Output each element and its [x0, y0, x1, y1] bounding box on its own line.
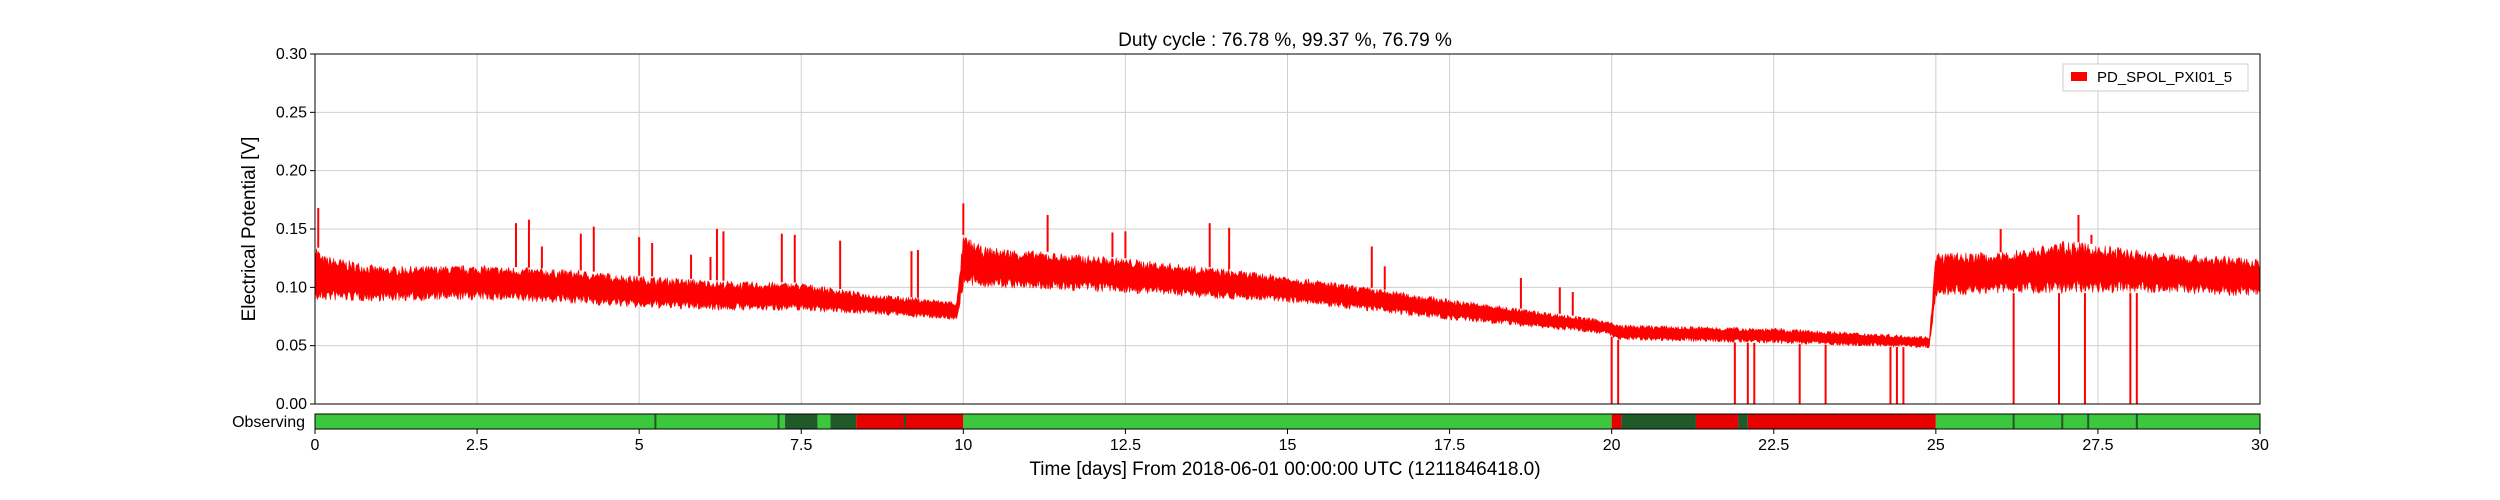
legend: PD_SPOL_PXI01_5: [2062, 63, 2249, 92]
y-axis-title: Electrical Potential [V]: [239, 137, 260, 322]
y-tick-label: 0.15: [276, 221, 307, 238]
x-tick-label: 2.5: [466, 437, 488, 454]
x-tick-label: 27.5: [2082, 437, 2113, 454]
segment-not-observing: [1611, 414, 1622, 429]
legend-label: PD_SPOL_PXI01_5: [2097, 69, 2232, 86]
segment-observing: [963, 414, 1612, 429]
y-tick-label: 0.10: [276, 279, 307, 296]
x-tick-label: 20: [1603, 437, 1621, 454]
segment-flagged: [1738, 414, 1748, 429]
x-tick-label: 7.5: [790, 437, 812, 454]
y-tick-label: 0.30: [276, 46, 307, 63]
x-tick-labels: 0 2.5 5 7.5 10 12.5 15 17.5 20 22.5 25 27.5 30: [311, 429, 2269, 454]
chart-title: Duty cycle : 76.78 %, 99.37 %, 76.79 %: [1118, 30, 1452, 51]
x-tick-label: 10: [954, 437, 972, 454]
x-tick-label: 12.5: [1110, 437, 1141, 454]
segment-not-observing: [1747, 414, 1936, 429]
segment-observing: [817, 414, 831, 429]
y-tick-label: 0.25: [276, 104, 307, 121]
y-tick-label: 0.00: [276, 396, 307, 413]
segment-flagged: [830, 414, 857, 429]
y-tick-label: 0.05: [276, 338, 307, 355]
observing-segment-bar: [315, 414, 2260, 429]
y-tick-labels: 0.00 0.05 0.10 0.15 0.20 0.25 0.30: [276, 46, 315, 413]
x-tick-label: 30: [2251, 437, 2269, 454]
segment-observing: [1935, 414, 2260, 429]
legend-swatch: [2071, 72, 2087, 81]
segment-flagged: [785, 414, 818, 429]
segment-not-observing: [856, 414, 964, 429]
segment-flagged: [1621, 414, 1696, 429]
x-tick-label: 15: [1279, 437, 1297, 454]
x-axis-title: Time [days] From 2018-06-01 00:00:00 UTC…: [1029, 459, 1540, 480]
x-tick-label: 17.5: [1434, 437, 1465, 454]
segment-not-observing: [1695, 414, 1739, 429]
x-tick-label: 22.5: [1758, 437, 1789, 454]
x-tick-label: 25: [1927, 437, 1945, 454]
x-tick-label: 0: [311, 437, 320, 454]
segment-observing: [315, 414, 786, 429]
segment-bar-label: Observing: [232, 414, 305, 431]
legend-box: [2062, 63, 2249, 92]
data-series: [314, 203, 2261, 404]
x-tick-label: 5: [635, 437, 644, 454]
y-tick-label: 0.20: [276, 163, 307, 180]
segment-bar-frame: [314, 413, 2261, 430]
